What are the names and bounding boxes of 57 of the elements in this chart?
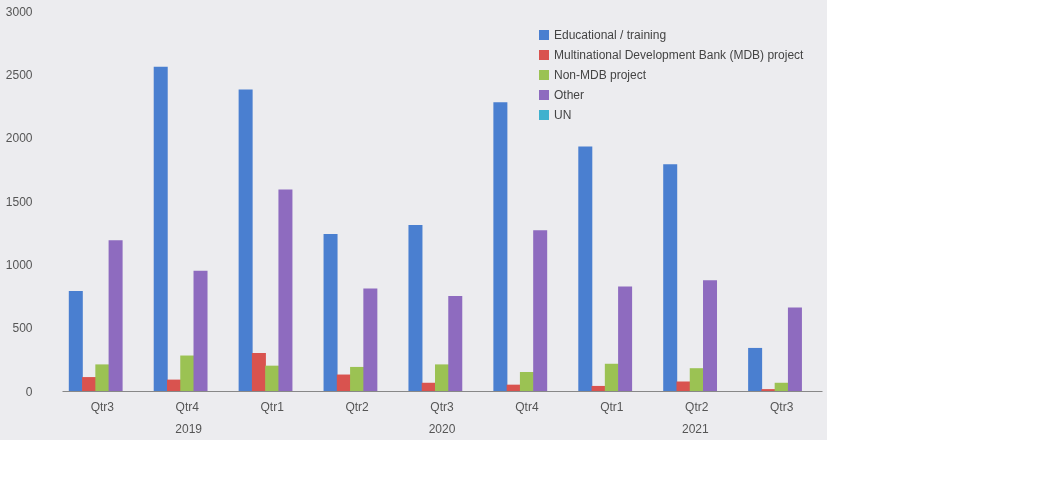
y-tick-label: 500 bbox=[12, 321, 33, 336]
x-tick-label: Qtr2 bbox=[345, 399, 370, 414]
bar bbox=[251, 353, 266, 391]
bar bbox=[265, 365, 280, 391]
bar bbox=[68, 290, 83, 391]
bar bbox=[618, 286, 633, 391]
bar bbox=[323, 233, 338, 391]
x-tick-label: Qtr2 bbox=[685, 399, 709, 414]
bar bbox=[519, 372, 534, 391]
bar bbox=[703, 280, 718, 391]
y-tick-label: 2500 bbox=[5, 67, 33, 82]
x-tick-label: Qtr3 bbox=[90, 399, 115, 414]
bar bbox=[604, 363, 619, 391]
x-tick-label: Qtr4 bbox=[175, 399, 200, 414]
bar bbox=[663, 164, 678, 391]
bar bbox=[435, 364, 449, 391]
bar bbox=[350, 366, 365, 391]
y-tick-label: 3000 bbox=[5, 4, 33, 19]
y-tick-label: 1000 bbox=[5, 257, 33, 272]
bar bbox=[336, 374, 351, 391]
text: 2020 bbox=[428, 422, 456, 436]
bar bbox=[108, 240, 123, 391]
bar bbox=[95, 364, 110, 391]
x-tick-label: Qtr4 bbox=[515, 399, 539, 414]
bar bbox=[748, 347, 763, 391]
y-tick-label: 2000 bbox=[5, 131, 33, 146]
bar bbox=[238, 89, 253, 391]
bar bbox=[578, 146, 593, 391]
bar bbox=[278, 189, 293, 391]
x-tick-label: Qtr1 bbox=[260, 399, 285, 414]
bar bbox=[774, 382, 789, 391]
text: 2021 bbox=[681, 422, 709, 436]
x-tick-label: Qtr3 bbox=[430, 399, 454, 414]
legend-label: Other bbox=[554, 88, 585, 102]
legend-label: UN bbox=[554, 108, 572, 122]
x-tick-label: Qtr3 bbox=[769, 399, 794, 414]
bar bbox=[533, 230, 548, 391]
bar bbox=[493, 102, 508, 391]
bar bbox=[689, 368, 704, 391]
bar bbox=[448, 296, 463, 391]
text: 2019 bbox=[175, 422, 203, 436]
y-tick-label: 0 bbox=[25, 384, 33, 399]
bar bbox=[193, 270, 208, 391]
x-tick-label: Qtr1 bbox=[600, 399, 624, 414]
bar bbox=[787, 307, 802, 391]
bar bbox=[153, 66, 168, 391]
bar bbox=[82, 377, 97, 391]
bar bbox=[591, 385, 606, 391]
bar bbox=[676, 381, 691, 391]
legend-label: Non-MDB project bbox=[554, 68, 647, 82]
bar bbox=[421, 382, 436, 391]
bar bbox=[363, 288, 378, 391]
legend-label: Educational / training bbox=[554, 28, 667, 42]
y-tick-label: 1500 bbox=[5, 194, 33, 209]
bar bbox=[180, 355, 195, 391]
bar bbox=[408, 225, 423, 391]
legend-label: Multinational Development Bank (MDB) project bbox=[554, 48, 805, 62]
